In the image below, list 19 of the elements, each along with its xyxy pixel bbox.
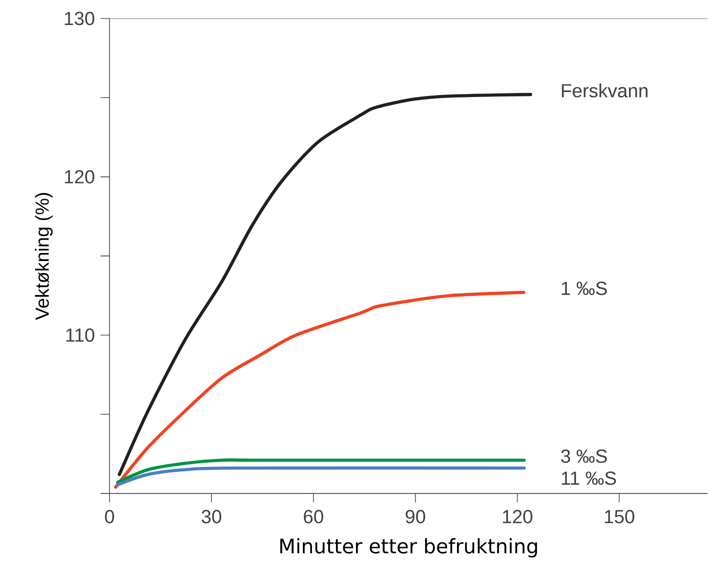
line-series	[116, 458, 526, 484]
y-axis-title: Vektøkning (%)	[34, 193, 53, 320]
x-tick-label: 60	[304, 510, 324, 524]
text: 11 ‰S	[562, 472, 616, 486]
x-tick-label: 150	[604, 510, 634, 524]
line-series	[114, 290, 526, 489]
series-label: 3 ‰S	[561, 450, 607, 464]
line-series	[118, 93, 532, 476]
y-tick-label: 120	[64, 170, 94, 184]
text: 1 ‰S	[562, 282, 607, 296]
series-label: Ferskvann	[562, 84, 648, 98]
line-series	[116, 466, 526, 486]
x-tick-label: 30	[202, 510, 222, 524]
x-tick-label: 90	[406, 510, 426, 524]
x-tick-label: 120	[502, 510, 532, 524]
x-tick-label: 0	[105, 510, 114, 524]
y-tick-label: 110	[66, 328, 94, 342]
y-tick-label: 130	[64, 12, 94, 26]
x-axis-title: Minutter etter befruktning	[280, 538, 537, 558]
